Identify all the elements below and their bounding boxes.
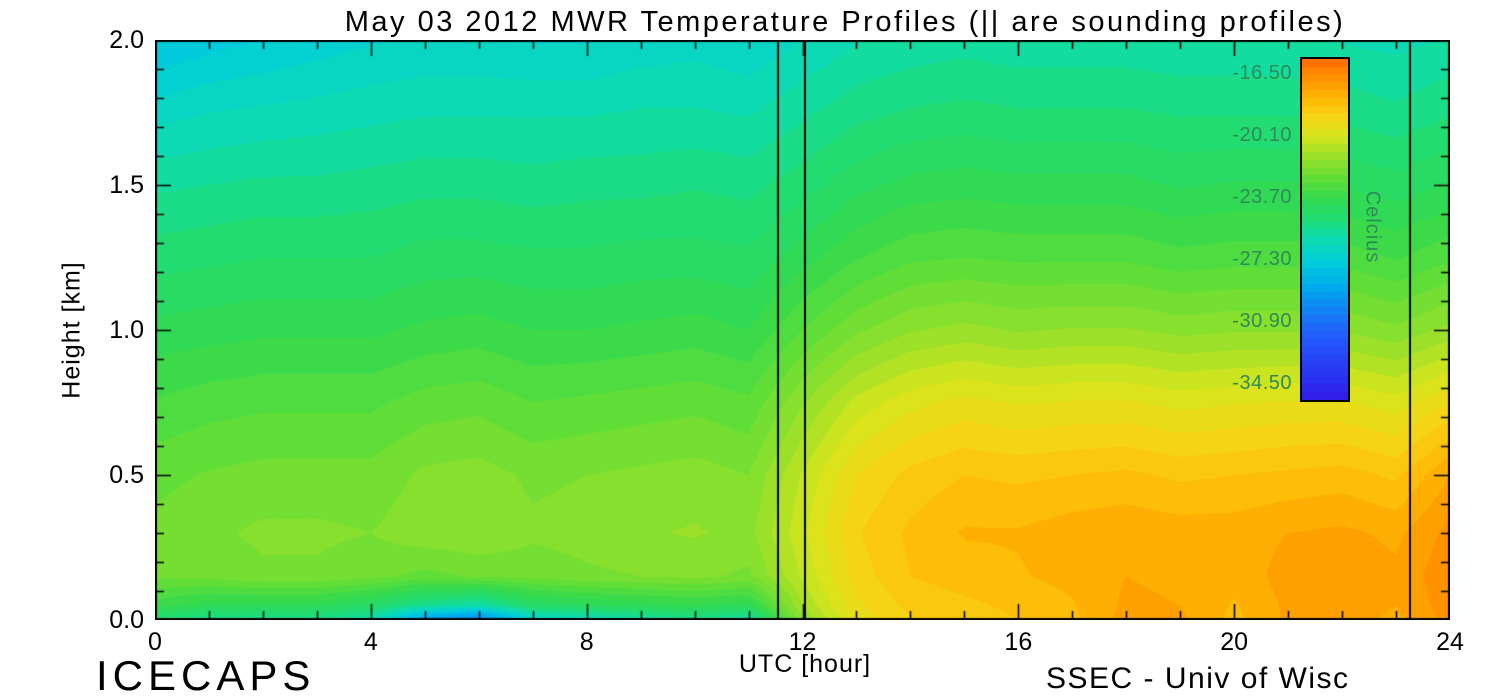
- colorbar-tick-label: -34.50: [1232, 371, 1292, 394]
- y-tick-label: 0.5: [109, 461, 144, 489]
- y-tick-label: 1.0: [109, 316, 144, 344]
- colorbar-tick-label: -27.30: [1232, 247, 1292, 270]
- x-axis-label: UTC [hour]: [738, 650, 872, 678]
- colorbar-tick-label: -30.90: [1232, 309, 1292, 332]
- y-tick-label: 1.5: [109, 171, 144, 199]
- x-tick-label: 0: [148, 628, 162, 656]
- project-label: ICECAPS: [96, 652, 316, 699]
- temperature-heatmap: [155, 40, 1450, 620]
- x-tick-label: 24: [1436, 628, 1464, 656]
- y-tick-label: 0.0: [109, 606, 144, 634]
- x-tick-label: 4: [363, 628, 378, 656]
- colorbar-tick-label: -23.70: [1232, 185, 1292, 208]
- colorbar-title: Celcius: [1361, 190, 1384, 264]
- chart-title: May 03 2012 MWR Temperature Profiles (||…: [344, 6, 1346, 38]
- colorbar-tick-label: -16.50: [1232, 61, 1292, 84]
- colorbar-tick-label: -20.10: [1232, 123, 1292, 146]
- y-axis-label: Height [km]: [57, 261, 86, 399]
- x-tick-label: 8: [579, 628, 594, 656]
- x-tick-label: 16: [1004, 628, 1033, 656]
- x-tick-label: 12: [788, 628, 817, 656]
- colorbar: [1300, 57, 1350, 402]
- institution-label: SSEC - Univ of Wisc: [1046, 662, 1350, 695]
- x-tick-label: 20: [1220, 628, 1249, 656]
- y-tick-label: 2.0: [109, 26, 144, 54]
